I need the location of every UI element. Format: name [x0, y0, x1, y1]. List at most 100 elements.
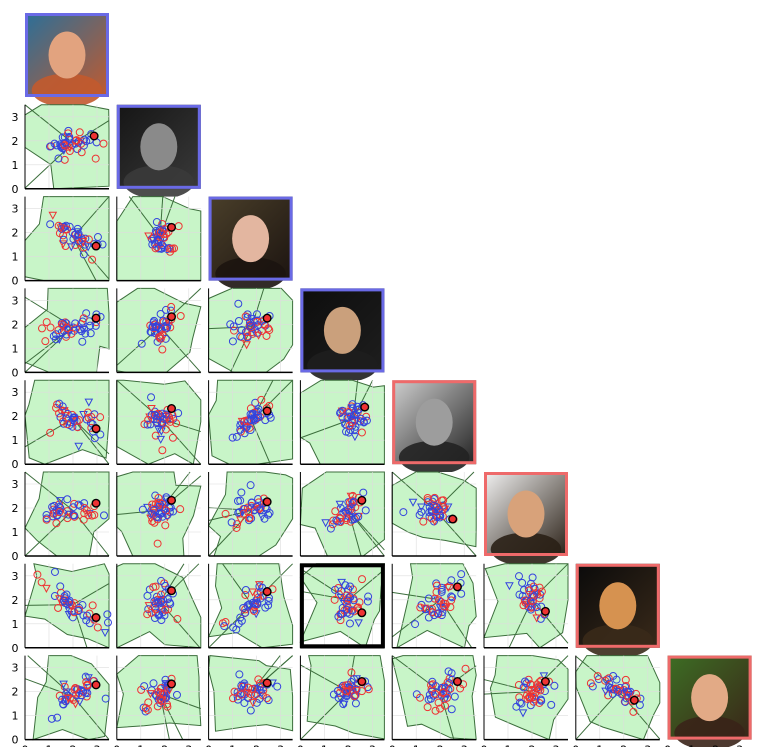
x-tick-label: 3 [461, 744, 468, 747]
data-point [52, 330, 61, 339]
y-tick-label: 3 [12, 570, 19, 583]
data-point [361, 506, 370, 515]
data-point [457, 570, 466, 579]
data-point [237, 488, 246, 497]
data-point [265, 508, 274, 517]
data-point [144, 698, 153, 707]
scatter-panel-r7-c2 [116, 563, 202, 649]
photo-frame [575, 563, 660, 648]
scatter-panel-r5-c1 [24, 379, 110, 465]
data-point [161, 425, 170, 434]
data-point [230, 326, 239, 335]
data-point [247, 498, 256, 507]
data-point [527, 680, 536, 689]
data-point [334, 612, 343, 621]
data-point [518, 578, 527, 587]
data-point [150, 410, 159, 419]
x-tick-label: 3 [369, 744, 376, 747]
data-point [525, 586, 534, 595]
data-point [60, 155, 69, 164]
data-point [61, 138, 70, 147]
highlighted-point [91, 680, 101, 690]
data-point [47, 714, 56, 723]
data-point-triangle [525, 590, 534, 600]
data-point [86, 329, 95, 338]
x-tick-label: 1 [229, 744, 236, 747]
data-point [67, 329, 76, 338]
data-point [147, 393, 156, 402]
y-tick-label: 2 [12, 135, 19, 148]
highlighted-point [360, 402, 370, 412]
data-point [241, 585, 250, 594]
data-point [151, 322, 160, 331]
photo-shoulders [215, 257, 286, 291]
scatter-panel-r5-c3 [208, 379, 294, 465]
data-point [161, 521, 170, 530]
data-point [172, 690, 181, 699]
data-point [522, 679, 531, 688]
data-point [84, 413, 93, 422]
data-point [46, 142, 55, 151]
highlighted-point [167, 312, 177, 322]
data-point [246, 706, 255, 715]
data-point [431, 706, 440, 715]
data-point [152, 218, 161, 227]
highlighted-point [167, 495, 177, 505]
diagonal-photo-1 [25, 13, 109, 108]
scatter-panel-r6-c2 [116, 471, 202, 557]
data-point-triangle [440, 505, 450, 514]
data-point [154, 687, 163, 696]
x-tick-label: 3 [644, 744, 651, 747]
data-point [63, 225, 72, 234]
data-point [78, 317, 87, 326]
highlighted-point [262, 406, 272, 416]
data-point [151, 599, 160, 608]
data-point [437, 587, 446, 596]
data-point [246, 320, 255, 329]
data-point [443, 678, 452, 687]
data-point [172, 419, 181, 428]
data-point [152, 415, 161, 424]
y-tick-label: 1 [12, 526, 19, 539]
data-point [220, 622, 229, 631]
data-point [273, 682, 282, 691]
data-point [243, 310, 252, 319]
data-point [429, 691, 438, 700]
y-tick-label: 0 [12, 642, 19, 655]
data-point [243, 333, 252, 342]
y-tick-label: 1 [12, 342, 19, 355]
data-point [78, 337, 87, 346]
y-tick-label: 1 [12, 159, 19, 172]
data-point [50, 501, 59, 510]
data-point [514, 572, 523, 581]
data-point [235, 670, 244, 679]
data-point [158, 418, 167, 427]
decision-boundary [208, 510, 253, 557]
data-point [144, 415, 153, 424]
data-point [243, 328, 252, 337]
data-point [438, 689, 447, 698]
y-tick-label: 3 [12, 662, 19, 675]
x-tick-label: 0 [481, 744, 488, 747]
data-point [54, 326, 63, 335]
data-point [334, 693, 343, 702]
data-point [419, 517, 428, 526]
y-tick-label: 2 [12, 686, 19, 699]
photo-shoulders [398, 440, 470, 475]
data-point [427, 506, 436, 515]
data-point [519, 586, 528, 595]
highlighted-point [262, 497, 272, 507]
data-point [83, 681, 92, 690]
data-point-triangle [344, 412, 354, 421]
data-point [613, 687, 622, 696]
data-point [84, 511, 93, 520]
data-point [65, 598, 74, 607]
data-point [82, 309, 91, 318]
data-point [264, 696, 273, 705]
data-point [515, 590, 524, 599]
data-point [62, 319, 71, 328]
data-point [547, 700, 556, 709]
data-point [604, 691, 613, 700]
data-point [158, 446, 167, 455]
tick-labels: 0 1 2 3 0 1 2 3 0 1 2 3 0 1 2 3 0 1 2 3 0 1 2 3 0 1 2 3 0 1 2 3 0 1 2 3 0 1 2 3… [12, 111, 744, 747]
